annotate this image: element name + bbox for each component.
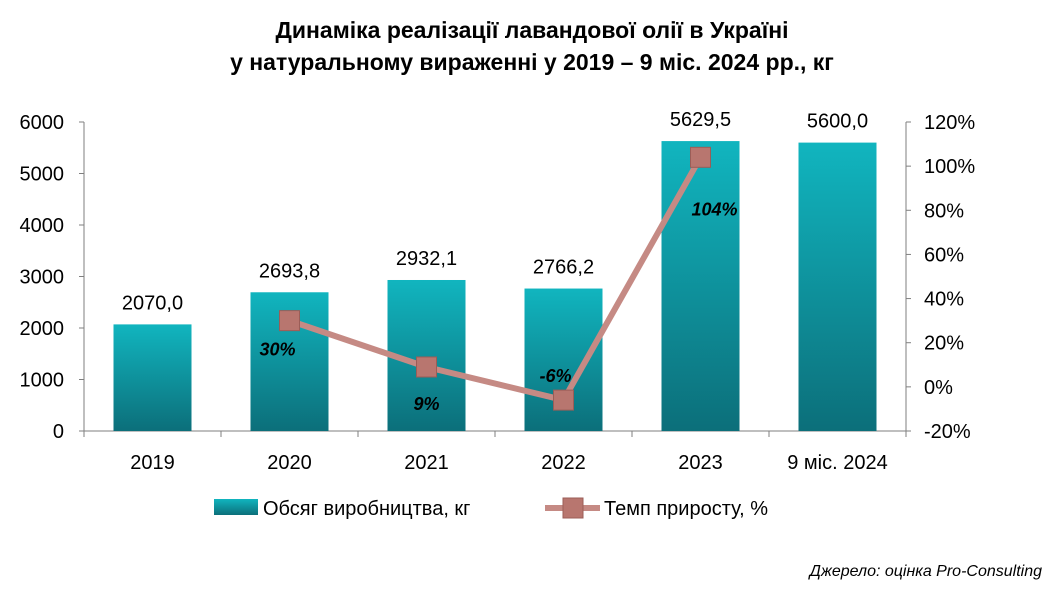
y-left-tick-label: 0 <box>53 421 64 443</box>
y-right-tick-label: 20% <box>924 333 964 355</box>
y-left-tick-label: 1000 <box>20 370 65 392</box>
x-tick-label: 9 міс. 2024 <box>787 452 887 474</box>
chart-title-line2: у натуральному вираженні у 2019 – 9 міс.… <box>230 49 834 75</box>
bar-value-label: 2693,8 <box>259 260 320 282</box>
growth-rate-label: 9% <box>413 394 439 414</box>
y-right-tick-label: 60% <box>924 244 964 266</box>
growth-rate-label: 104% <box>691 199 737 219</box>
chart-title: Динаміка реалізації лавандової олії в Ук… <box>0 14 1064 78</box>
y-right-tick-label: 80% <box>924 200 964 222</box>
y-left-tick-label: 5000 <box>20 164 65 186</box>
legend-line-label: Темп приросту, % <box>604 498 768 520</box>
y-right-tick-label: 40% <box>924 289 964 311</box>
bar-value-label: 2070,0 <box>122 292 183 314</box>
bar-value-label: 5600,0 <box>807 111 868 133</box>
x-tick-label: 2021 <box>404 452 449 474</box>
bar <box>798 142 877 431</box>
growth-rate-marker <box>416 356 437 378</box>
x-tick-label: 2019 <box>130 452 175 474</box>
legend-bar-swatch <box>214 499 258 515</box>
growth-rate-label: 30% <box>259 340 295 360</box>
bar <box>113 324 192 431</box>
bar-value-label: 2766,2 <box>533 257 594 279</box>
y-right-tick-label: 120% <box>924 112 975 134</box>
y-right-tick-label: -20% <box>924 421 971 443</box>
x-tick-label: 2023 <box>678 452 723 474</box>
y-right-tick-label: 0% <box>924 377 953 399</box>
x-tick-label: 2022 <box>541 452 586 474</box>
y-left-tick-label: 3000 <box>20 267 65 289</box>
growth-rate-marker <box>279 310 300 332</box>
growth-rate-line <box>288 155 704 404</box>
y-left-tick-label: 4000 <box>20 215 65 237</box>
growth-rate-marker <box>553 389 574 411</box>
bar-value-label: 5629,5 <box>670 109 731 131</box>
y-left-tick-label: 2000 <box>20 318 65 340</box>
legend-bar-label: Обсяг виробництва, кг <box>263 498 470 520</box>
source-note: Джерело: оцінка Pro-Consulting <box>809 563 1042 580</box>
y-right-tick-label: 100% <box>924 156 975 178</box>
legend-line-marker <box>562 497 584 519</box>
y-left-tick-label: 6000 <box>20 112 65 134</box>
growth-rate-label: -6% <box>539 366 571 386</box>
bar-value-label: 2932,1 <box>396 248 457 270</box>
growth-rate-marker <box>690 146 711 168</box>
bar <box>661 141 740 431</box>
x-tick-label: 2020 <box>267 452 312 474</box>
chart-title-line1: Динаміка реалізації лавандової олії в Ук… <box>275 17 789 43</box>
